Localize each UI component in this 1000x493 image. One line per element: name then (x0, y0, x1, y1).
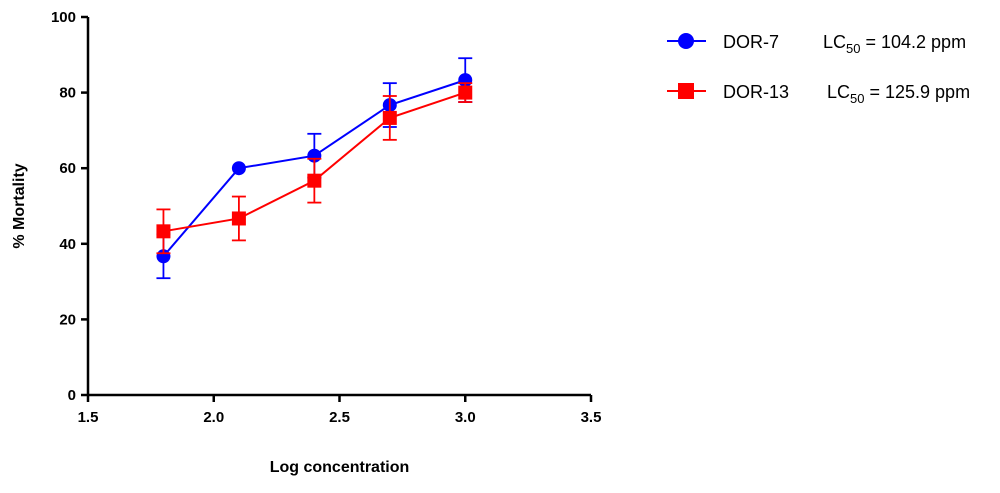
y-tick-label: 60 (59, 160, 76, 177)
legend-marker (678, 83, 694, 99)
x-tick-label: 2.5 (329, 409, 350, 426)
legend-item-dor-7: DOR-7 LC50 = 104.2 ppm (667, 32, 966, 56)
data-point (231, 161, 246, 176)
lc50-annotation: LC50 = 104.2 ppm (823, 32, 966, 56)
y-tick-label: 0 (68, 387, 76, 404)
y-ticks: 0 20 40 60 80 100 (51, 9, 88, 404)
x-tick-label: 3.5 (581, 409, 602, 426)
x-tick-label: 3.0 (455, 409, 476, 426)
x-tick-label: 2.0 (203, 409, 224, 426)
legend-label: DOR-13 (723, 82, 789, 102)
data-point (307, 173, 322, 188)
legend-label: DOR-7 (723, 32, 779, 52)
y-tick-label: 20 (59, 311, 76, 328)
data-point (156, 224, 171, 239)
axes: 0 20 40 60 80 100 1.5 2.0 2.5 3.0 3.5 (51, 9, 601, 426)
plot-area (156, 57, 473, 280)
y-tick-label: 40 (59, 236, 76, 253)
y-tick-label: 100 (51, 9, 76, 26)
legend-item-dor-13: DOR-13 LC50 = 125.9 ppm (667, 82, 970, 106)
series-dor-13 (156, 82, 473, 255)
lc50-annotation: LC50 = 125.9 ppm (827, 82, 970, 106)
x-tick-label: 1.5 (78, 409, 99, 426)
y-axis-title: % Mortality (11, 163, 28, 248)
data-point (382, 110, 397, 125)
x-ticks: 1.5 2.0 2.5 3.0 3.5 (78, 395, 602, 426)
y-tick-label: 80 (59, 85, 76, 102)
legend-marker (678, 33, 694, 49)
legend: DOR-7 LC50 = 104.2 ppm DOR-13 LC50 = 125.9 … (667, 32, 970, 106)
data-point (231, 211, 246, 226)
data-point (458, 85, 473, 100)
x-axis-title: Log concentration (270, 459, 410, 476)
